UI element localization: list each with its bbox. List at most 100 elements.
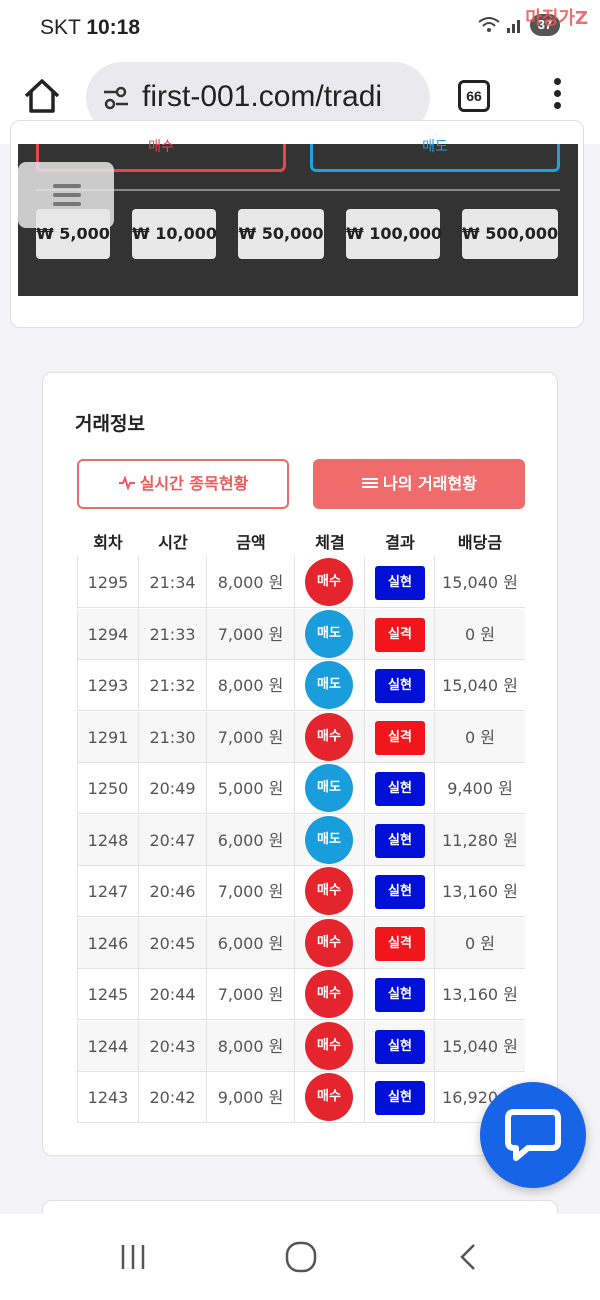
clock: 10:18	[86, 16, 141, 39]
cell-amount: 8,000 원	[207, 557, 295, 608]
amount-button-500000[interactable]: ₩ 500,000	[462, 209, 558, 259]
chat-icon	[505, 1109, 561, 1161]
home-nav-icon[interactable]	[284, 1240, 318, 1274]
table-row: 1248 20:47 6,000 원 매도 실현 11,280 원	[77, 814, 525, 866]
column-header-round: 회차	[93, 533, 123, 552]
table-row: 1291 21:30 7,000 원 매수 실격 0 원	[77, 711, 525, 763]
cell-payout: 15,040 원	[442, 676, 518, 695]
cell-result: 실현	[365, 557, 435, 608]
recent-apps-icon[interactable]	[118, 1242, 148, 1272]
column-header-time: 시간	[158, 533, 188, 552]
cell-payout: 15,040 원	[442, 573, 518, 592]
signal-icon	[507, 20, 520, 33]
cell-result: 실격	[365, 917, 435, 969]
cell-side: 매도	[295, 814, 365, 866]
tab-realtime-status[interactable]: 실시간 종목현황	[77, 459, 289, 509]
cell-result: 실현	[365, 866, 435, 917]
cell-side: 매수	[295, 711, 365, 763]
trade-table[interactable]: 1295 21:34 8,000 원 매수 실현 15,040 원 1294 21:33 7,0…	[77, 557, 525, 1123]
result-badge: 실현	[375, 1081, 425, 1115]
cell-time: 21:33	[139, 608, 207, 660]
cell-round: 1294	[77, 608, 139, 660]
result-badge: 실현	[375, 669, 425, 703]
side-badge: 매수	[305, 918, 353, 967]
cell-time: 20:47	[139, 814, 207, 866]
cell-time: 21:32	[139, 660, 207, 711]
cell-side: 매도	[295, 660, 365, 711]
cell-side: 매도	[295, 763, 365, 814]
side-badge: 매수	[305, 867, 353, 915]
cell-payout: 0 원	[465, 727, 495, 747]
cell-result: 실현	[365, 660, 435, 711]
trade-info-card: 거래정보 실시간 종목현황 나의 거래현황 회차 시간 금액 체결 결과 배당금…	[42, 372, 558, 1156]
cell-time: 20:45	[139, 917, 207, 969]
cell-round: 1245	[77, 969, 139, 1020]
cell-time: 21:30	[139, 711, 207, 763]
cell-side: 매수	[295, 1072, 365, 1123]
cell-payout: 13,160 원	[442, 985, 518, 1004]
cell-round: 1247	[77, 866, 139, 917]
cell-time: 20:49	[139, 763, 207, 814]
table-row: 1243 20:42 9,000 원 매수 실현 16,920 원	[77, 1072, 525, 1123]
cell-round: 1244	[77, 1020, 139, 1072]
more-vert-icon[interactable]	[548, 78, 566, 118]
cell-result: 실현	[365, 1072, 435, 1123]
amount-button-50000[interactable]: ₩ 50,000	[238, 209, 324, 259]
cell-side: 매수	[295, 1020, 365, 1072]
side-badge: 매수	[305, 712, 353, 761]
site-info-icon[interactable]	[102, 86, 130, 110]
side-badge: 매도	[305, 764, 353, 812]
tab-my-trades[interactable]: 나의 거래현황	[313, 459, 525, 509]
status-bar: SKT 10:18 37 마징가Z	[0, 0, 600, 56]
table-row: 1246 20:45 6,000 원 매수 실격 0 원	[77, 917, 525, 969]
pulse-icon	[118, 474, 135, 492]
cell-amount: 8,000 원	[207, 1020, 295, 1072]
cell-amount: 5,000 원	[207, 763, 295, 814]
result-badge: 실현	[375, 772, 425, 806]
tabs-icon[interactable]: 66	[458, 80, 490, 112]
battery-indicator: 37	[530, 14, 560, 36]
cell-time: 20:46	[139, 866, 207, 917]
side-badge: 매수	[305, 558, 353, 606]
url-text[interactable]: first-001.com/tradi	[142, 80, 383, 113]
column-header-side: 체결	[315, 533, 345, 552]
tab-realtime-label: 실시간 종목현황	[139, 474, 249, 493]
buy-button[interactable]: 매수	[36, 139, 286, 172]
side-badge: 매수	[305, 970, 353, 1018]
cell-result: 실현	[365, 969, 435, 1020]
trade-info-title: 거래정보	[75, 413, 145, 435]
cell-amount: 7,000 원	[207, 866, 295, 917]
column-header-payout: 배당금	[457, 533, 503, 552]
cell-payout: 11,280 원	[442, 830, 518, 850]
cell-amount: 8,000 원	[207, 660, 295, 711]
cell-amount: 6,000 원	[207, 917, 295, 969]
table-row: 1247 20:46 7,000 원 매수 실현 13,160 원	[77, 866, 525, 917]
sell-button[interactable]: 매도	[310, 139, 560, 172]
cell-round: 1293	[77, 660, 139, 711]
cell-side: 매수	[295, 917, 365, 969]
cell-amount: 6,000 원	[207, 814, 295, 866]
chat-button[interactable]	[480, 1082, 586, 1188]
cell-result: 실격	[365, 711, 435, 763]
side-badge: 매수	[305, 1021, 353, 1070]
cell-time: 20:43	[139, 1020, 207, 1072]
status-icons: 37	[478, 14, 560, 36]
result-badge: 실현	[375, 875, 425, 909]
amount-button-100000[interactable]: ₩ 100,000	[346, 209, 442, 259]
cell-result: 실격	[365, 608, 435, 660]
side-badge: 매수	[305, 1073, 353, 1121]
amount-button-10000[interactable]: ₩ 10,000	[132, 209, 217, 259]
table-row: 1294 21:33 7,000 원 매도 실격 0 원	[77, 608, 525, 660]
back-icon[interactable]	[456, 1242, 480, 1272]
carrier-label: SKT	[40, 16, 81, 39]
side-badge: 매도	[305, 815, 353, 864]
cell-result: 실현	[365, 814, 435, 866]
watermark-logo: 마징가Z	[525, 8, 588, 29]
hamburger-icon[interactable]	[18, 162, 114, 228]
cell-round: 1250	[77, 763, 139, 814]
cell-payout: 0 원	[465, 933, 495, 953]
home-icon[interactable]	[22, 76, 62, 116]
cell-side: 매수	[295, 969, 365, 1020]
panel-divider	[36, 189, 560, 191]
table-row: 1295 21:34 8,000 원 매수 실현 15,040 원	[77, 557, 525, 608]
